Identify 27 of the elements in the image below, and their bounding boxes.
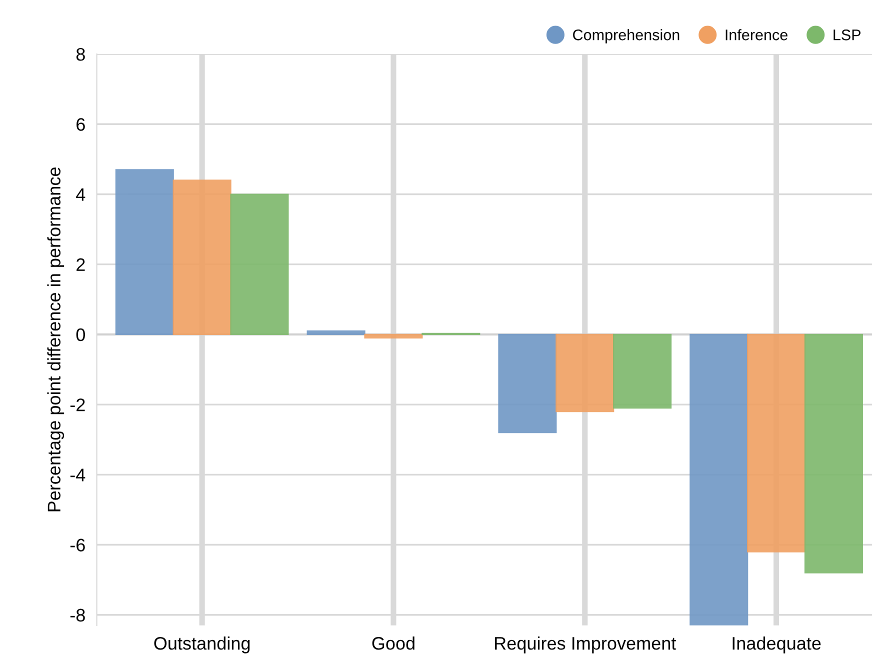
y-tick-label: 4: [76, 188, 86, 201]
y-tick-label: -6: [70, 538, 85, 552]
y-tick-label: -2: [70, 398, 85, 412]
y-tick-label: -8: [70, 608, 85, 622]
x-tick-label: Good: [372, 636, 414, 650]
y-tick-label: 2: [76, 258, 85, 271]
y-tick-label: -4: [70, 468, 86, 482]
bar: [498, 334, 557, 434]
y-axis-title: Percentage point difference in performance: [47, 168, 64, 512]
bar: [804, 334, 863, 574]
bar: [613, 334, 672, 409]
legend-label: Comprehension: [573, 29, 680, 44]
bar: [556, 334, 614, 412]
bar: [690, 334, 748, 626]
y-tick-label: 8: [76, 48, 85, 61]
x-tick-label: Outstanding: [154, 636, 250, 654]
bar: [306, 330, 366, 336]
y-tick-label: 6: [76, 118, 85, 131]
bar: [230, 194, 289, 336]
x-tick-label: Requires Improvement: [495, 636, 676, 654]
bar: [115, 169, 174, 336]
y-tick-label: 0: [76, 328, 85, 342]
legend-label: Inference: [726, 29, 788, 40]
bar: [172, 180, 232, 336]
x-tick-label: Inadequate: [732, 636, 821, 654]
legend-label: LSP: [834, 30, 860, 40]
bar: [364, 334, 423, 339]
